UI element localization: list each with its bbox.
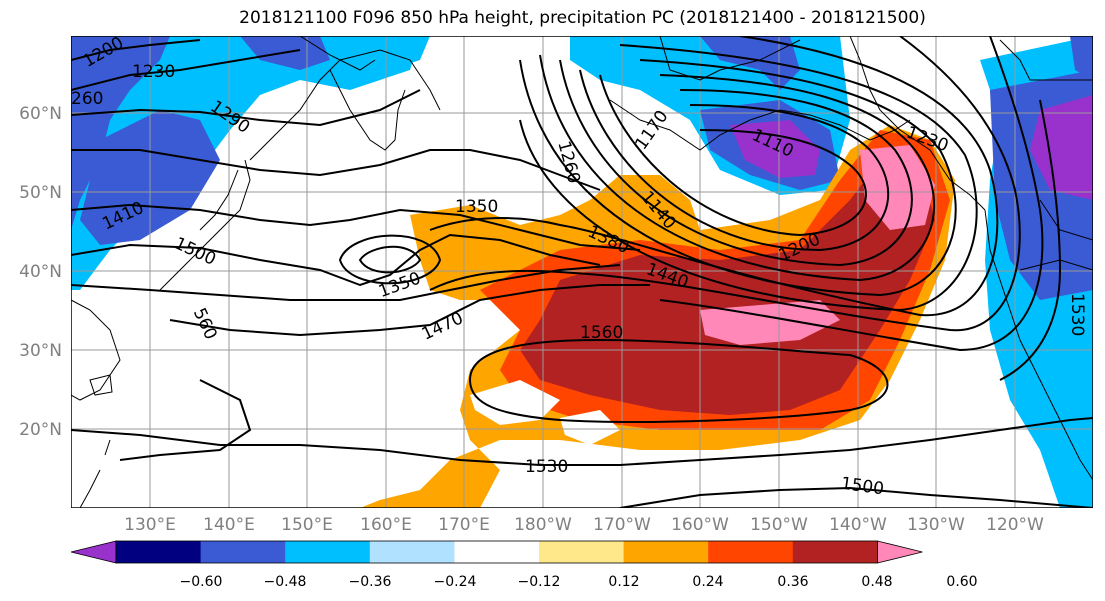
colorbar-tick-label: 0.60 — [946, 574, 977, 590]
colorbar-extend-low — [70, 540, 117, 564]
lon-label: 150°E — [281, 515, 333, 535]
colorbar-extend-high — [877, 540, 923, 564]
colorbar-tick-label: 0.48 — [861, 574, 892, 590]
lat-label: 50°N — [19, 183, 62, 203]
colorbar-tick-label: −0.24 — [434, 574, 477, 590]
lon-label: 150°W — [750, 515, 808, 535]
lon-label: 170°W — [593, 515, 651, 535]
contour-label: 1350 — [455, 197, 498, 217]
lat-label: 40°N — [19, 262, 62, 282]
lon-label: 140°W — [829, 515, 887, 535]
lon-label: 120°W — [986, 515, 1044, 535]
lon-label: 180°W — [514, 515, 572, 535]
colorbar-swatch — [708, 541, 794, 563]
contour-label: 1530 — [1067, 293, 1087, 336]
contour-label: 260 — [71, 89, 103, 109]
lon-label: 130°E — [124, 515, 176, 535]
colorbar-swatch — [623, 541, 709, 563]
colorbar-tick-label: −0.36 — [349, 574, 392, 590]
colorbar-tick-label: −0.60 — [180, 574, 223, 590]
colorbar-swatch — [116, 541, 202, 563]
map-panel: 1200 1230 260 1290 1410 1500 1350 1350 1… — [71, 36, 1093, 508]
contour-label: 1530 — [525, 457, 568, 477]
colorbar-swatch — [539, 541, 625, 563]
colorbar-swatches — [70, 540, 923, 564]
lat-label: 20°N — [19, 420, 62, 440]
lon-label: 130°W — [907, 515, 965, 535]
colorbar-swatch — [200, 541, 286, 563]
contour-label: 1230 — [132, 62, 175, 82]
height-contours — [71, 36, 1093, 508]
colorbar-tick-label: 0.24 — [692, 574, 723, 590]
latitude-labels: 60°N 50°N 40°N 30°N 20°N — [19, 104, 62, 440]
colorbar-tick-label: 0.12 — [608, 574, 639, 590]
colorbar-swatch — [454, 541, 540, 563]
longitude-labels: 130°E 140°E 150°E 160°E 170°E 180°W 170°… — [124, 515, 1044, 535]
colorbar-frame — [115, 540, 878, 564]
colorbar-swatch — [369, 541, 455, 563]
colorbar-swatch — [285, 541, 371, 563]
colorbar-tick-label: −0.48 — [264, 574, 307, 590]
lon-label: 160°E — [360, 515, 412, 535]
lat-label: 60°N — [19, 104, 62, 124]
map-title: 2018121100 F096 850 hPa height, precipit… — [239, 8, 926, 28]
lon-label: 160°W — [671, 515, 729, 535]
colorbar-ticks: −0.60 −0.48 −0.36 −0.24 −0.12 0.12 0.24 … — [180, 574, 978, 590]
contour-label: 1560 — [580, 323, 623, 343]
colorbar: −0.60 −0.48 −0.36 −0.24 −0.12 0.12 0.24 … — [70, 540, 978, 590]
colorbar-tick-label: −0.12 — [518, 574, 561, 590]
lon-label: 140°E — [203, 515, 255, 535]
lon-label: 170°E — [438, 515, 490, 535]
colorbar-swatch — [792, 541, 878, 563]
lat-label: 30°N — [19, 341, 62, 361]
colorbar-tick-label: 0.36 — [777, 574, 808, 590]
